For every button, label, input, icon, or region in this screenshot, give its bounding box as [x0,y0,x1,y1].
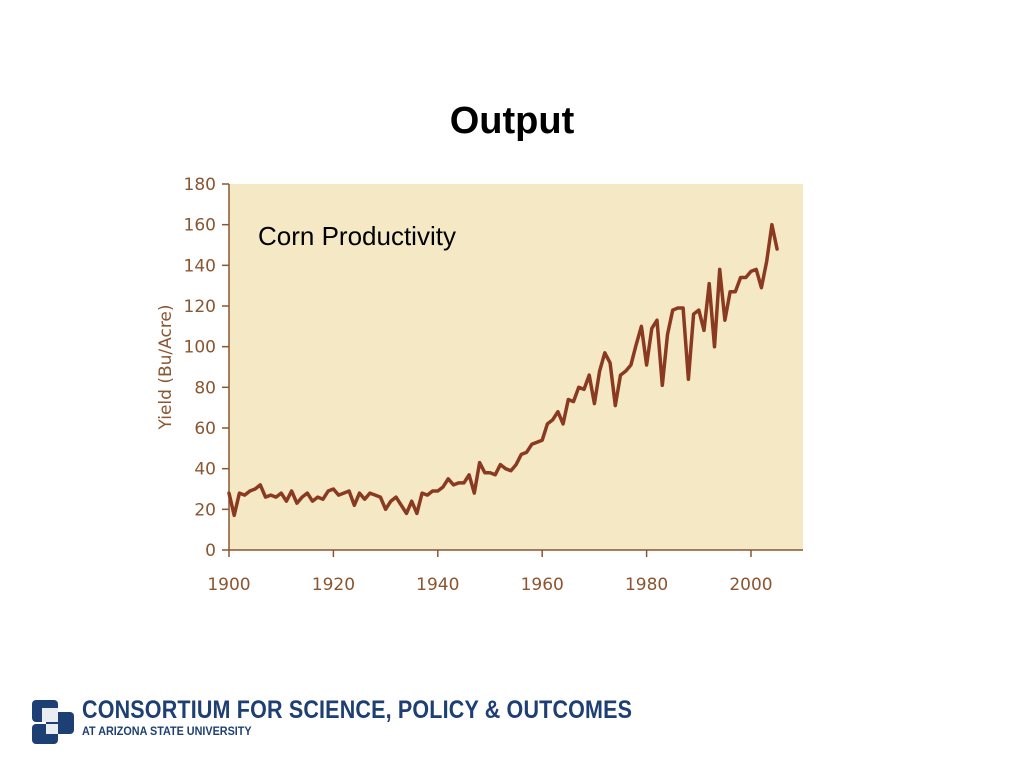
y-axis-label: Yield (Bu/Acre) [156,304,176,430]
y-tick-label: 80 [194,378,216,398]
cspo-logo-mark-icon [32,700,74,744]
logo-name: CONSORTIUM FOR SCIENCE, POLICY & OUTCOME… [82,696,633,724]
x-tick-label: 1960 [521,575,564,595]
chart-title: Corn Productivity [258,221,456,251]
yield-series-line [227,222,779,518]
x-tick-label: 1900 [207,575,250,595]
slide-title: Output [449,100,575,142]
y-tick-label: 20 [194,500,216,520]
y-tick-label: 60 [194,419,216,439]
y-tick-label: 0 [205,541,216,561]
x-tick-label: 1980 [625,575,668,595]
logo-subtext: AT ARIZONA STATE UNIVERSITY [82,724,252,738]
x-tick-label: 1920 [312,575,355,595]
cspo-logo: CONSORTIUM FOR SCIENCE, POLICY & OUTCOME… [30,696,632,752]
y-tick-label: 120 [184,297,216,317]
y-axis-ticks: 0 20 40 60 80 100 120 140 160 180 [184,175,229,561]
y-tick-label: 160 [184,216,216,236]
x-tick-label: 1940 [416,575,459,595]
y-tick-label: 180 [184,175,216,195]
y-tick-label: 140 [184,256,216,276]
y-tick-label: 100 [184,338,216,358]
y-tick-label: 40 [194,460,216,480]
x-axis-ticks: 1900 1920 1940 1960 1980 2000 [207,550,773,595]
x-tick-label: 2000 [729,575,772,595]
plot-background [229,184,803,550]
